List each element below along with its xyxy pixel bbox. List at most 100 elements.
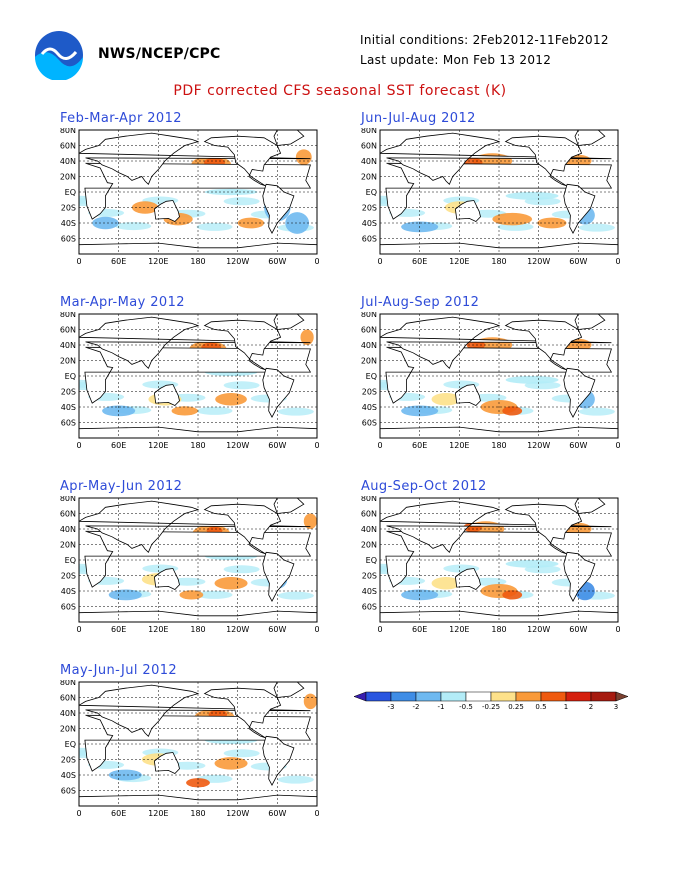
sst-map-jul-aug-sep: 80N 60N 40N 20N EQ 20S 40S 60S 0 60E 120E 180 120W 60…: [360, 312, 620, 454]
lon-label: 60E: [412, 441, 427, 450]
lon-label: 0: [76, 809, 81, 818]
organization-name: NWS/NCEP/CPC: [98, 46, 221, 62]
lat-label: 60S: [362, 603, 377, 612]
lat-label: EQ: [366, 372, 377, 381]
lon-label: 0: [377, 257, 382, 266]
lon-label: 120E: [148, 809, 168, 818]
lon-label: 120W: [226, 809, 249, 818]
colorbar-swatch: [490, 691, 517, 702]
lat-label: 20N: [60, 357, 76, 366]
sst-map-feb-mar-apr: 80N 60N 40N 20N EQ 20S 40S 60S 0 60E 120E 180 120W 60…: [59, 128, 319, 270]
lat-label: 80N: [60, 680, 76, 687]
lon-label: 0: [377, 625, 382, 634]
colorbar-label: 3: [614, 703, 618, 711]
lon-label: 180: [190, 625, 205, 634]
panel-title-apr-may-jun: Apr-May-Jun 2012: [60, 479, 183, 494]
lat-label: 20S: [61, 572, 76, 581]
last-update: Last update: Mon Feb 13 2012: [360, 53, 552, 67]
lat-label: 40S: [61, 587, 76, 596]
colorbar-label: -3: [388, 703, 395, 711]
lat-label: 20S: [362, 572, 377, 581]
lat-label: 40N: [361, 525, 377, 534]
lat-label: 20S: [61, 756, 76, 765]
colorbar-arrow-right: [615, 691, 629, 702]
noaa-logo-icon: [35, 31, 83, 80]
lat-label: 60N: [361, 510, 377, 519]
lon-label: 60W: [569, 625, 587, 634]
lat-label: 40N: [60, 341, 76, 350]
lat-label: 60S: [61, 787, 76, 796]
lon-label: 0: [615, 257, 620, 266]
lon-label: 60E: [111, 809, 126, 818]
colorbar-swatch: [440, 691, 467, 702]
lat-label: EQ: [366, 188, 377, 197]
lat-label: 40S: [362, 587, 377, 596]
lon-label: 0: [314, 257, 319, 266]
lat-label: 40S: [61, 403, 76, 412]
lon-label: 120E: [449, 441, 469, 450]
lon-label: 60E: [412, 257, 427, 266]
sst-map-apr-may-jun: 80N 60N 40N 20N EQ 20S 40S 60S 0 60E 120E 180 120W 60…: [59, 496, 319, 638]
panel-title-may-jun-jul: May-Jun-Jul 2012: [60, 663, 178, 678]
lon-label: 120W: [527, 257, 550, 266]
panel-title-aug-sep-oct: Aug-Sep-Oct 2012: [361, 479, 487, 494]
lon-label: 120E: [148, 625, 168, 634]
sst-map-mar-apr-may: 80N 60N 40N 20N EQ 20S 40S 60S 0 60E 120E 180 120W 60…: [59, 312, 319, 454]
lat-label: 60N: [60, 326, 76, 335]
colorbar-arrow-left: [353, 691, 367, 702]
colorbar-swatch: [390, 691, 417, 702]
lon-label: 120W: [527, 625, 550, 634]
colorbar-swatch: [540, 691, 567, 702]
lon-label: 180: [491, 625, 506, 634]
lon-label: 60W: [569, 441, 587, 450]
lon-label: 60E: [111, 257, 126, 266]
lat-label: 60S: [61, 603, 76, 612]
lon-label: 0: [615, 625, 620, 634]
lon-label: 120E: [148, 257, 168, 266]
colorbar-label: 0.5: [535, 703, 546, 711]
lat-label: 20S: [362, 204, 377, 213]
lat-label: 80N: [60, 128, 76, 135]
lat-label: 20S: [61, 388, 76, 397]
lat-label: 60S: [362, 235, 377, 244]
colorbar-swatch: [365, 691, 392, 702]
lat-label: EQ: [65, 188, 76, 197]
lat-label: 60N: [60, 694, 76, 703]
lat-label: 40N: [60, 709, 76, 718]
lat-label: 80N: [361, 312, 377, 319]
lat-label: 80N: [60, 496, 76, 503]
lon-label: 60E: [111, 625, 126, 634]
lon-label: 60W: [268, 809, 286, 818]
lat-label: 40N: [361, 157, 377, 166]
lat-label: 40S: [61, 771, 76, 780]
lon-label: 120W: [527, 441, 550, 450]
lat-label: 40S: [362, 403, 377, 412]
lon-label: 120E: [449, 625, 469, 634]
lon-label: 60W: [268, 441, 286, 450]
colorbar-label: -2: [413, 703, 420, 711]
lat-label: EQ: [366, 556, 377, 565]
lon-label: 180: [190, 809, 205, 818]
lon-label: 0: [314, 809, 319, 818]
panel-title-mar-apr-may: Mar-Apr-May 2012: [60, 295, 185, 310]
colorbar-swatch: [465, 691, 492, 702]
lon-label: 120W: [226, 257, 249, 266]
lon-label: 60W: [268, 625, 286, 634]
sst-map-aug-sep-oct: 80N 60N 40N 20N EQ 20S 40S 60S 0 60E 120E 180 120W 60…: [360, 496, 620, 638]
lat-label: 60N: [361, 326, 377, 335]
lat-label: 20S: [362, 388, 377, 397]
lat-label: 20N: [60, 725, 76, 734]
lon-label: 0: [615, 441, 620, 450]
lat-label: 20N: [361, 541, 377, 550]
lon-label: 180: [491, 257, 506, 266]
lat-label: 60N: [60, 510, 76, 519]
lon-label: 0: [314, 625, 319, 634]
lon-label: 0: [76, 441, 81, 450]
colorbar-swatch: [515, 691, 542, 702]
colorbar-label: -1: [438, 703, 445, 711]
sst-map-may-jun-jul: 80N 60N 40N 20N EQ 20S 40S 60S 0 60E 120E 180 120W 60…: [59, 680, 319, 822]
lat-label: 60N: [60, 142, 76, 151]
lon-label: 120E: [449, 257, 469, 266]
lat-label: 60S: [61, 419, 76, 428]
lat-label: 20N: [361, 173, 377, 182]
